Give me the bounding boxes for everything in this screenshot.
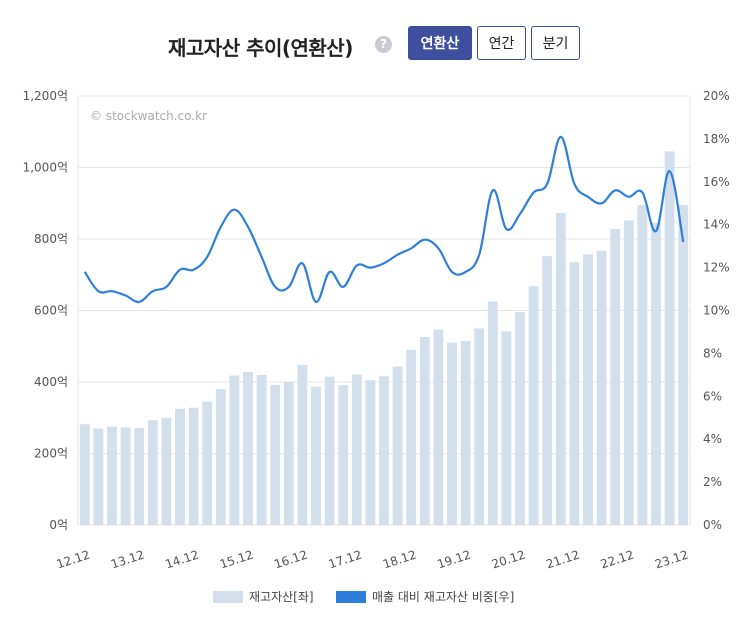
left-tick-label: 200억: [34, 447, 68, 461]
watermark: © stockwatch.co.kr: [90, 109, 207, 123]
x-axis-labels: 12.12 13.12 14.12 15.12 16.12 17.12 18.12 19.12…: [55, 548, 690, 572]
bar: [243, 371, 253, 525]
right-tick-label: 6%: [703, 389, 722, 403]
bar: [311, 386, 321, 525]
x-tick-label: 12.12: [55, 548, 92, 572]
bar: [542, 256, 553, 525]
bar: [610, 228, 621, 526]
bar: [175, 408, 185, 525]
legend-swatch-line: [336, 590, 366, 603]
bar: [134, 428, 145, 525]
bar: [229, 375, 240, 525]
bar: [202, 401, 213, 525]
bar: [93, 428, 104, 525]
right-tick-label: 14%: [703, 218, 730, 232]
bar: [283, 382, 294, 525]
x-tick-label: 20.12: [490, 548, 527, 572]
tab-annualized[interactable]: 연환산: [408, 26, 472, 60]
right-tick-label: 2%: [703, 475, 722, 489]
right-tick-label: 0%: [703, 518, 722, 532]
bar: [379, 376, 389, 525]
x-tick-label: 21.12: [544, 548, 581, 572]
bar: [569, 262, 580, 525]
right-axis-labels: 0% 2% 4% 6% 8% 10% 12% 14% 16% 18% 20%: [703, 89, 730, 532]
bar: [324, 376, 335, 525]
left-tick-label: 600억: [34, 304, 68, 318]
bar: [474, 328, 485, 525]
bar: [107, 426, 117, 525]
legend-swatch-bar: [213, 590, 243, 603]
bar: [460, 340, 471, 525]
bar: [297, 364, 308, 525]
right-tick-label: 16%: [703, 175, 730, 189]
legend-label-ratio: 매출 대비 재고자산 비중[우]: [372, 590, 515, 604]
bar: [406, 349, 417, 525]
bar: [351, 374, 362, 525]
chart-title: 재고자산 추이(연환산): [168, 36, 353, 60]
right-tick-label: 20%: [703, 89, 730, 103]
bar: [365, 380, 376, 525]
bar: [596, 250, 607, 526]
left-tick-label: 1,200억: [23, 89, 68, 103]
x-tick-label: 13.12: [109, 548, 146, 572]
inventory-chart: 0억 200억 400억 600억 800억 1,000억 1,200억 0% 2% 4% 6% 8…: [23, 89, 730, 572]
bar: [487, 301, 498, 525]
bar: [79, 424, 90, 525]
bar: [433, 329, 444, 525]
bar: [392, 366, 403, 525]
legend-item-ratio[interactable]: 매출 대비 재고자산 비중[우]: [336, 588, 514, 605]
left-tick-label: 0억: [49, 518, 68, 532]
help-icon[interactable]: ?: [375, 36, 392, 53]
right-tick-label: 10%: [703, 304, 730, 318]
bar: [583, 254, 593, 525]
x-tick-label: 23.12: [653, 548, 690, 572]
x-tick-label: 18.12: [381, 548, 418, 572]
x-tick-label: 16.12: [272, 548, 309, 572]
right-tick-label: 12%: [703, 261, 730, 275]
bar: [188, 407, 199, 525]
x-tick-label: 14.12: [164, 548, 201, 572]
legend: 재고자산[좌] 매출 대비 재고자산 비중[우]: [0, 588, 737, 608]
tab-quarterly[interactable]: 분기: [531, 26, 580, 60]
bar: [555, 212, 566, 525]
bar: [270, 384, 281, 525]
left-tick-label: 400억: [34, 375, 68, 389]
bar-series: [79, 151, 689, 526]
legend-item-inventory[interactable]: 재고자산[좌]: [213, 588, 314, 605]
left-tick-label: 1,000억: [23, 161, 68, 175]
bar: [161, 417, 172, 525]
left-axis-labels: 0억 200억 400억 600억 800억 1,000억 1,200억: [23, 89, 68, 532]
tab-annual[interactable]: 연간: [477, 26, 526, 60]
legend-label-inventory: 재고자산[좌]: [249, 590, 314, 604]
bar: [637, 205, 648, 525]
right-tick-label: 4%: [703, 432, 722, 446]
bar: [256, 374, 267, 525]
right-tick-label: 8%: [703, 346, 722, 360]
bar: [447, 342, 457, 525]
bar: [215, 389, 226, 525]
bar: [147, 420, 158, 525]
bar: [664, 151, 675, 525]
chart-header: 재고자산 추이(연환산) ? 연환산 연간 분기: [0, 24, 737, 64]
bar: [651, 222, 661, 525]
x-tick-label: 19.12: [436, 548, 473, 572]
ratio-line: [83, 135, 685, 304]
bar: [515, 311, 525, 525]
right-tick-label: 18%: [703, 132, 730, 146]
bar: [419, 336, 430, 525]
bar: [120, 427, 131, 525]
x-tick-label: 15.12: [218, 548, 255, 572]
bar: [623, 220, 634, 525]
x-tick-label: 22.12: [599, 548, 636, 572]
x-tick-label: 17.12: [327, 548, 364, 572]
bar: [528, 286, 539, 525]
left-tick-label: 800억: [34, 232, 68, 246]
bar: [678, 205, 689, 525]
bar: [338, 385, 349, 525]
bar: [501, 331, 512, 525]
